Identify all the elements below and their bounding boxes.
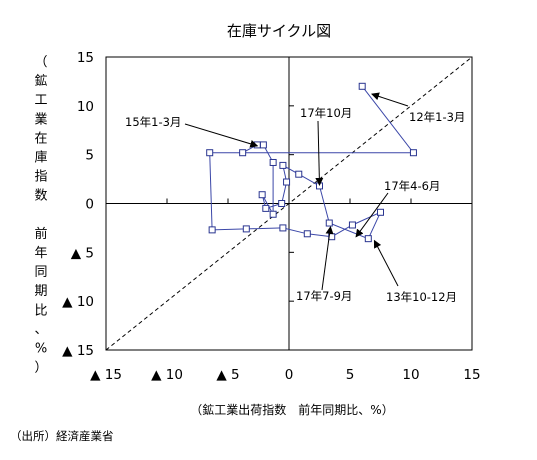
y-axis-label-char: % — [35, 342, 47, 357]
y-tick-label: ▲ 15 — [62, 343, 94, 359]
data-point-marker — [206, 149, 214, 157]
data-point-marker — [262, 204, 270, 212]
data-point-marker — [259, 141, 267, 149]
y-tick-label: 0 — [85, 197, 94, 213]
annotation-arrow — [373, 239, 399, 287]
data-point-marker — [279, 161, 287, 169]
annotation-arrow — [355, 192, 389, 238]
y-axis-label-char: 在 — [34, 131, 47, 146]
annotation-label: 12年1-3月 — [409, 110, 465, 124]
y-axis-label-char: 、 — [34, 322, 47, 337]
x-tick-labels: ▲ 15 ▲ 10 ▲ 5 0 5 10 15 — [90, 367, 481, 383]
data-point-marker — [303, 230, 311, 238]
data-point-marker — [364, 235, 372, 243]
data-point-marker — [208, 226, 216, 234]
y-axis-label-char: 期 — [34, 284, 47, 299]
x-tick-label: ▲ 5 — [216, 367, 239, 383]
annotations-layer: 15年1-3月 17年10月 12年1-3月 17年4-6月 17年7-9月 13年10-… — [125, 92, 465, 304]
y-tick-label: 5 — [85, 148, 94, 164]
annotation-arrow — [321, 225, 334, 291]
annotation-label: 17年7-9月 — [296, 289, 352, 303]
y-tick-label: ▲ 5 — [71, 245, 94, 261]
annotation-label: 17年10月 — [300, 106, 352, 120]
x-tick-label: 5 — [346, 367, 355, 383]
data-point-marker — [279, 224, 287, 232]
y-tick-labels: 15 10 5 0 ▲ 5 ▲ 10 ▲ 15 — [62, 50, 94, 359]
y-axis-label-char: 同 — [34, 265, 47, 280]
x-tick-label: 15 — [463, 367, 480, 383]
x-axis-label: （鉱工業出荷指数 前年同期比、%） — [190, 402, 393, 417]
y-axis-label-char: 工 — [34, 93, 47, 108]
data-point-marker — [242, 225, 250, 233]
y-tick-label: 15 — [77, 50, 94, 66]
annotation-arrow — [184, 123, 259, 148]
annotation-arrow — [315, 120, 324, 186]
data-point-marker — [269, 210, 277, 218]
diagonal-line — [105, 56, 473, 351]
data-point-marker — [269, 158, 277, 166]
data-point-marker — [358, 82, 366, 90]
y-tick-label: ▲ 10 — [62, 294, 94, 310]
x-tick-label: 10 — [402, 367, 419, 383]
annotation-arrow — [371, 92, 409, 107]
data-point-marker — [239, 149, 247, 157]
y-axis-label-char: 年 — [34, 246, 47, 261]
x-tick-label: ▲ 10 — [151, 367, 183, 383]
source-note: （出所）経済産業省 — [10, 429, 114, 443]
annotation-label: 17年4-6月 — [384, 179, 440, 193]
x-tick-label: 0 — [285, 367, 294, 383]
y-axis-label-char: 庫 — [34, 151, 47, 166]
y-tick-label: 10 — [77, 99, 94, 115]
data-point-marker — [325, 219, 333, 227]
chart-title: 在庫サイクル図 — [227, 22, 331, 40]
data-point-marker — [409, 149, 417, 157]
y-axis-label-char: （ — [34, 55, 47, 70]
y-axis-label-char: 数 — [34, 189, 47, 204]
data-point-marker — [283, 178, 291, 186]
data-point-marker — [377, 208, 384, 216]
y-axis-label-char: 業 — [34, 111, 47, 127]
x-tick-label: ▲ 15 — [90, 367, 122, 383]
y-axis-label-char: 指 — [34, 170, 47, 185]
annotation-label: 15年1-3月 — [125, 115, 181, 129]
data-point-marker — [295, 170, 303, 178]
annotation-label: 13年10-12月 — [386, 290, 457, 304]
diagonal-dashed-line — [105, 56, 473, 351]
y-axis-label-char: ） — [34, 361, 47, 376]
data-point-marker — [258, 191, 266, 199]
y-axis-label-char: 前 — [34, 226, 47, 242]
points-layer — [206, 82, 417, 243]
data-point-marker — [278, 200, 286, 207]
data-point-marker — [348, 221, 356, 229]
y-axis-label-char: 鉱 — [34, 73, 47, 89]
y-axis-label-char: 比 — [34, 303, 47, 318]
